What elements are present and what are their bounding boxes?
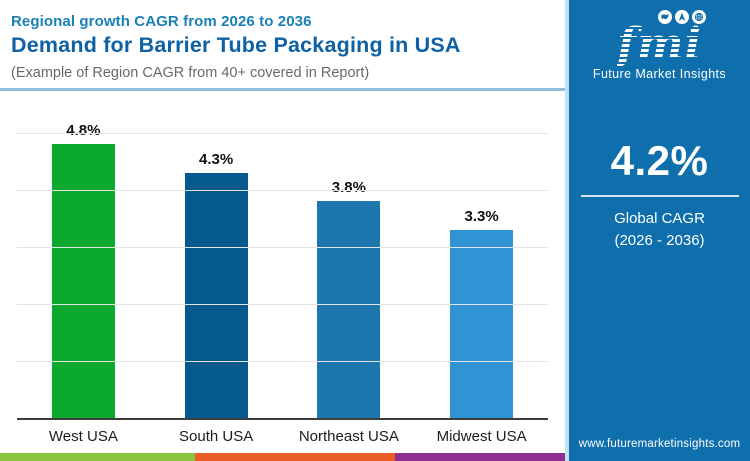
header-divider: [0, 88, 566, 91]
x-axis-labels: West USA South USA Northeast USA Midwest US…: [17, 428, 548, 445]
logo-icons: [658, 10, 707, 24]
map-icon: [658, 10, 673, 24]
header: Regional growth CAGR from 2026 to 2036 D…: [0, 0, 566, 88]
website-url: www.futuremarketinsights.com: [578, 438, 741, 450]
main-column: Regional growth CAGR from 2026 to 2036 D…: [0, 0, 566, 461]
bar-group: 4.3%: [184, 91, 248, 418]
brand-sidebar: fmi Future Market Insights 4.2% Global C…: [565, 0, 750, 461]
bar-chart: 4.8% 4.3% 3.8% 3.3% West USA South USA Northe…: [0, 91, 566, 453]
x-axis-label: Midwest USA: [436, 428, 527, 445]
stripe-segment: [395, 453, 566, 461]
bar-value-label: 3.3%: [464, 207, 499, 225]
x-axis-label: West USA: [48, 428, 118, 445]
header-note: (Example of Region CAGR from 40+ covered…: [11, 65, 370, 81]
bar-group: 3.8%: [317, 91, 381, 418]
globe-icon: [692, 10, 707, 24]
bar: [51, 144, 115, 418]
gridline: [17, 304, 548, 305]
gridline: [17, 133, 548, 134]
compass-icon: [675, 10, 690, 24]
bar-value-label: 3.8%: [331, 179, 366, 197]
bar: [184, 172, 248, 418]
plot-area: 4.8% 4.3% 3.8% 3.3%: [17, 91, 548, 420]
bar-group: 3.3%: [450, 91, 514, 418]
page-title: Demand for Barrier Tube Packaging in USA: [11, 33, 461, 57]
x-axis-label: South USA: [179, 428, 254, 445]
fmi-logo: fmi Future Market Insights: [569, 10, 750, 81]
gridline: [17, 361, 548, 362]
bar-group: 4.8%: [51, 91, 115, 418]
gridline: [17, 247, 548, 248]
stripe-segment: [0, 453, 195, 461]
bar-value-label: 4.8%: [66, 122, 101, 140]
x-axis-label: Northeast USA: [298, 428, 399, 445]
footer-color-stripe: [0, 453, 566, 461]
bar: [317, 201, 381, 418]
global-cagr-block: 4.2% Global CAGR (2026 - 2036): [569, 137, 750, 252]
fmi-logo-tagline: Future Market Insights: [592, 66, 727, 81]
cagr-divider: [580, 194, 739, 197]
gridline: [17, 190, 548, 191]
global-cagr-value: 4.2%: [610, 136, 709, 184]
fmi-logo-text: fmi: [616, 19, 703, 70]
global-cagr-label: Global CAGR (2026 - 2036): [614, 209, 705, 249]
bar: [450, 229, 514, 418]
stripe-segment: [195, 453, 395, 461]
header-subtitle: Regional growth CAGR from 2026 to 2036: [11, 13, 312, 30]
bar-value-label: 4.3%: [199, 150, 234, 168]
